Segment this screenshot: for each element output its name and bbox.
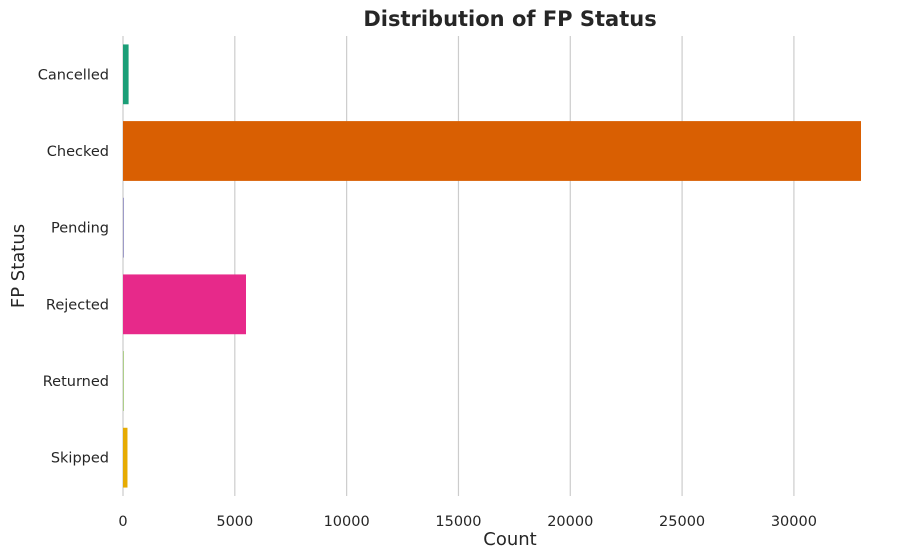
y-tick-label-pending: Pending [51,221,109,237]
y-tick-label-cancelled: Cancelled [38,67,109,83]
bars [123,44,861,488]
y-tick-label-rejected: Rejected [46,297,109,313]
x-tick-label: 30000 [771,514,817,530]
x-tick-label: 5000 [216,514,253,530]
gridlines [122,36,795,496]
bar-checked [123,121,861,181]
x-tick-labels: 0 5000 10000 15000 20000 25000 30000 [118,514,817,530]
x-tick-label: 10000 [324,514,370,530]
x-tick-label: 15000 [435,514,481,530]
x-axis-label: Count [483,529,536,550]
x-tick-label: 0 [118,514,127,530]
y-tick-labels: Cancelled Checked Pending Rejected Returned S… [38,67,109,466]
y-tick-label-skipped: Skipped [51,451,109,467]
x-tick-label: 25000 [659,514,705,530]
chart-title: Distribution of FP Status [363,7,656,31]
bar-skipped [123,427,128,488]
bar-cancelled [123,44,129,105]
bar-pending [123,197,124,258]
bar-returned [123,351,124,411]
x-tick-label: 20000 [547,514,593,530]
bar-rejected [123,274,246,335]
y-tick-label-checked: Checked [47,144,109,160]
y-tick-label-returned: Returned [43,374,109,390]
y-axis-label: FP Status [8,224,29,308]
